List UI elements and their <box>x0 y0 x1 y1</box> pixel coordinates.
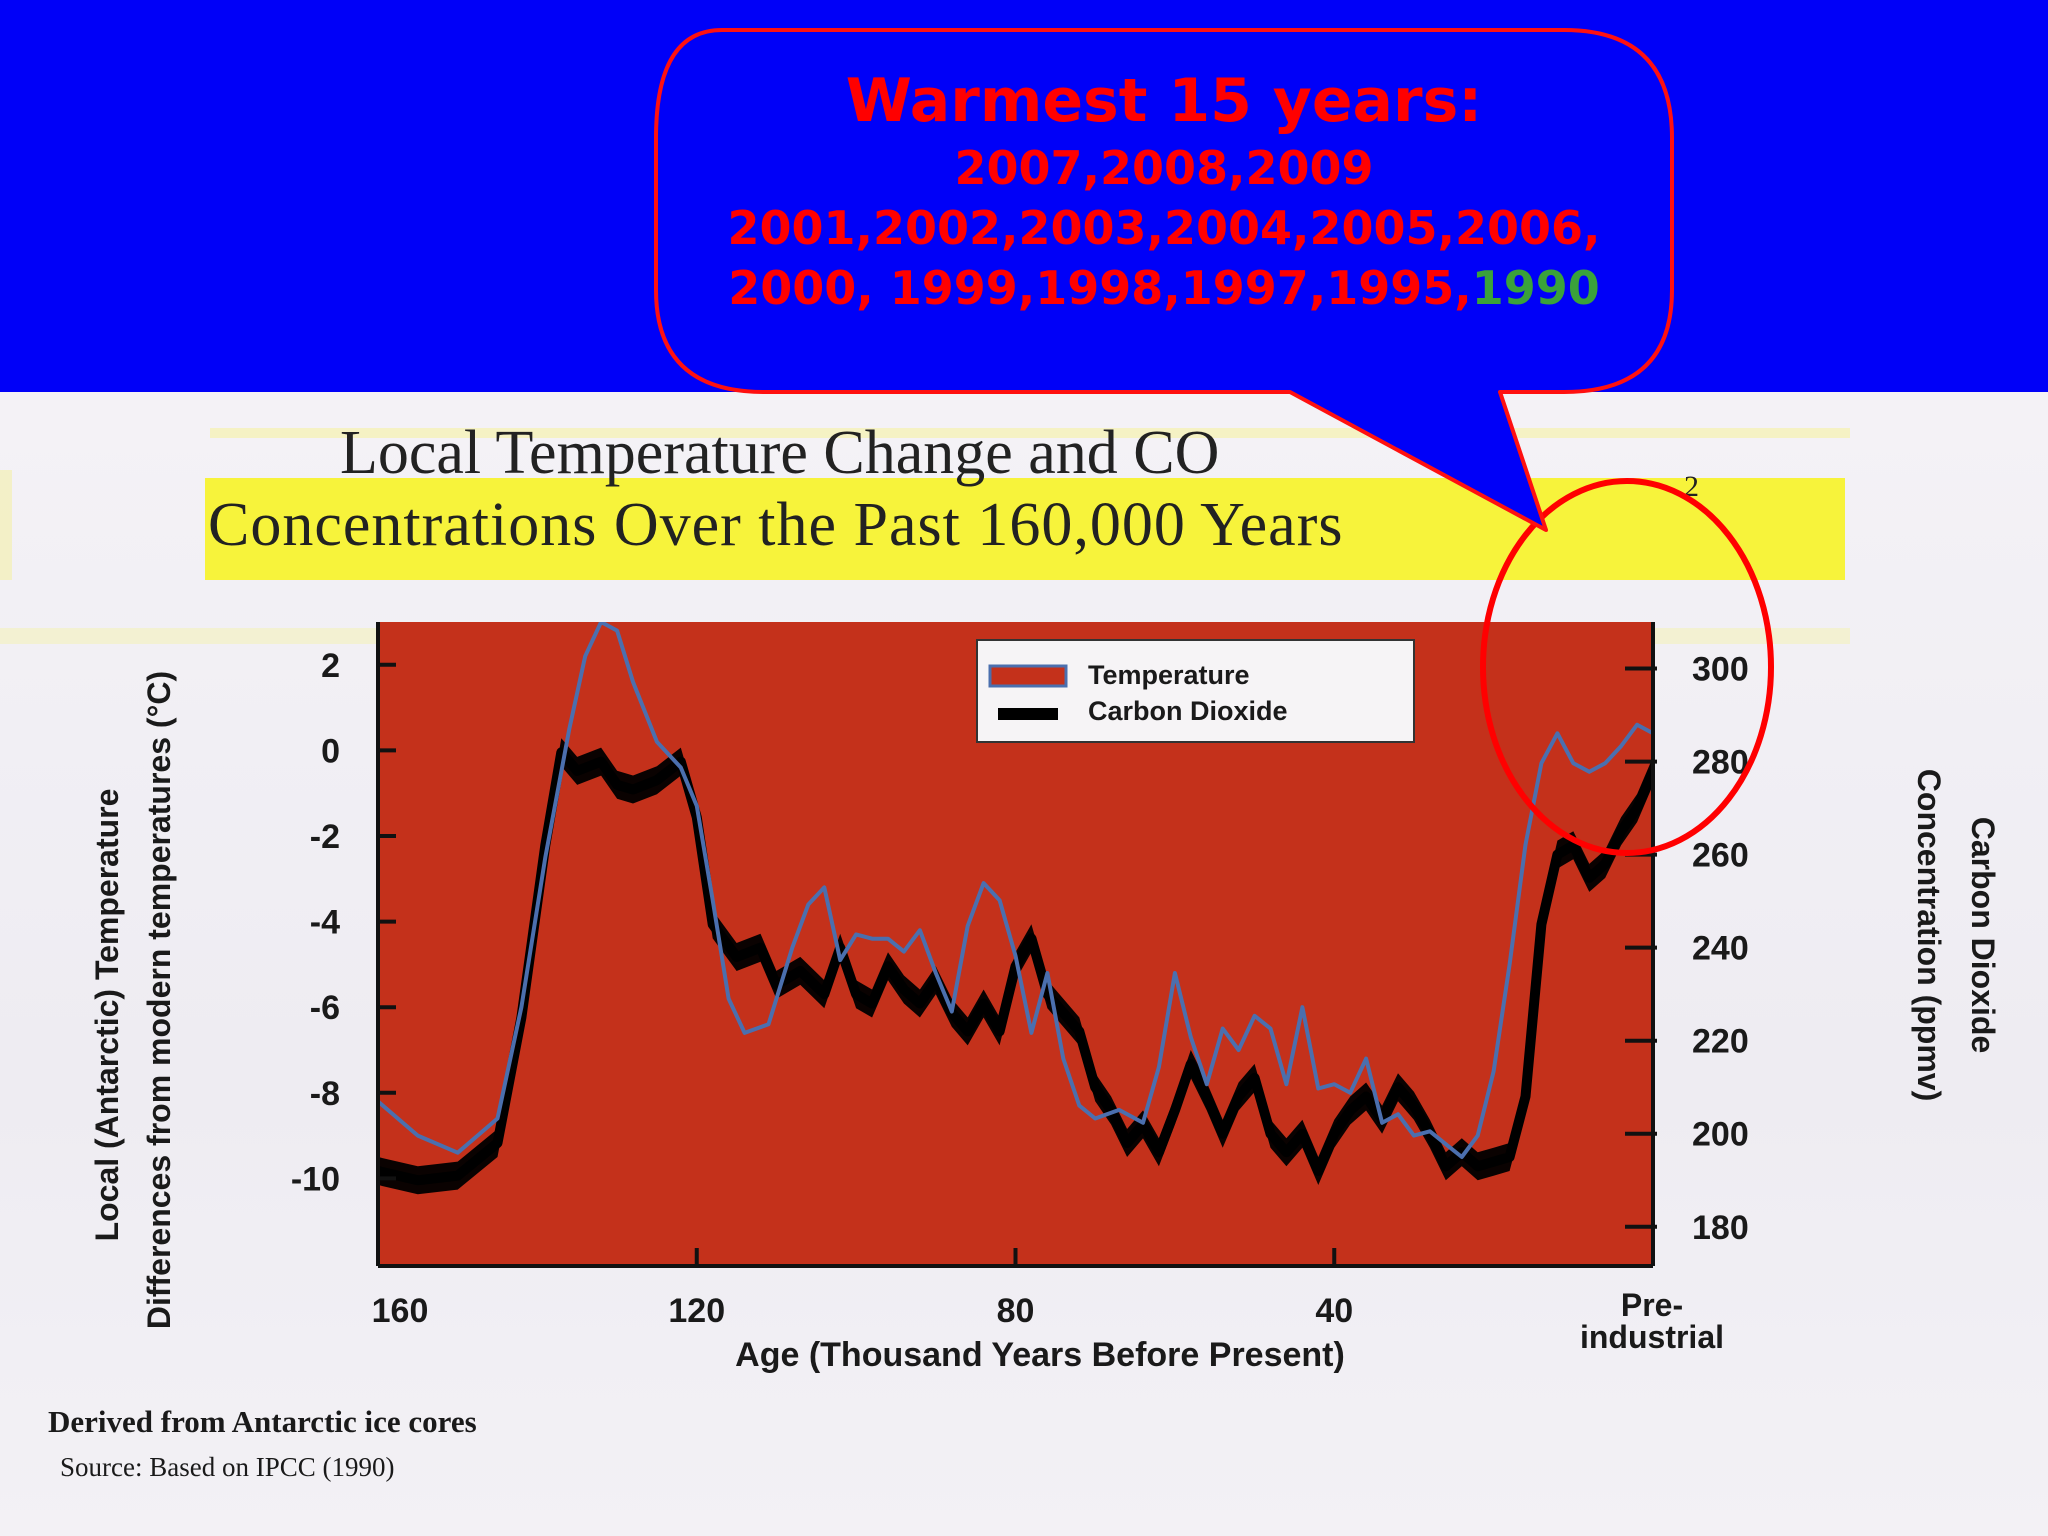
callout-year-highlight: 1990 <box>1471 261 1600 315</box>
y-left-tick-label: 2 <box>321 647 340 685</box>
y-left-label-line-2: Differences from modern temperatures (°C… <box>141 671 177 1329</box>
y-left-tick-label: 0 <box>321 732 340 770</box>
callout-years-line-3: 2000, 1999,1998,1997,1995,1990 <box>668 258 1660 318</box>
callout-text: Warmest 15 years: 2007,2008,2009 2001,20… <box>668 64 1660 318</box>
x-tick-label: industrial <box>1580 1319 1724 1355</box>
y-left-tick-label: -6 <box>310 989 340 1027</box>
callout-years-line-2: 2001,2002,2003,2004,2005,2006, <box>727 201 1601 255</box>
y-right-tick-label: 300 <box>1692 651 1749 689</box>
y-right-label-line-1: Carbon Dioxide <box>1965 817 2001 1053</box>
figure-footnote: Derived from Antarctic ice cores <box>48 1404 477 1439</box>
y-left-tick-label: -10 <box>291 1160 340 1198</box>
y-left-label-line-1: Local (Antarctic) Temperature <box>89 789 125 1242</box>
y-right-tick-label: 200 <box>1692 1116 1749 1154</box>
x-tick-label: 120 <box>668 1292 725 1330</box>
figure-title-line-1: Local Temperature Change and CO <box>340 419 1220 487</box>
y-right-tick-label: 260 <box>1692 837 1749 875</box>
legend-label-carbon-dioxide: Carbon Dioxide <box>1088 696 1288 726</box>
y-right-tick-label: 220 <box>1692 1023 1749 1061</box>
legend-box <box>976 639 1415 743</box>
legend-label-temperature: Temperature <box>1088 660 1250 690</box>
x-tick-label: Pre- <box>1621 1287 1683 1323</box>
y-left-tick-label: -8 <box>310 1075 340 1113</box>
highlight-circle <box>1480 478 1774 856</box>
figure-source: Source: Based on IPCC (1990) <box>60 1452 395 1482</box>
series-temperature-line <box>378 622 1653 1159</box>
x-tick-label: 160 <box>372 1292 429 1330</box>
y-left-tick-label: -4 <box>310 904 340 942</box>
highlighter-stroke <box>0 470 12 580</box>
x-tick-label: 40 <box>1315 1292 1353 1330</box>
y-right-tick-label: 180 <box>1692 1209 1749 1247</box>
callout-heading: Warmest 15 years: <box>845 66 1483 136</box>
legend-swatch-carbon-dioxide <box>998 708 1058 720</box>
y-left-tick-label: -2 <box>310 818 340 856</box>
figure-title-subscript: 2 <box>1684 470 1699 503</box>
x-axis-label: Age (Thousand Years Before Present) <box>735 1336 1345 1374</box>
legend: Temperature Carbon Dioxide <box>976 639 1415 743</box>
y-right-tick-label: 280 <box>1692 744 1749 782</box>
legend-swatch-temperature <box>988 664 1068 688</box>
ticks-layer: 2 0 -2 -4 -6 -8 -10 300 280 260 240 220 200 180 160 120… <box>291 647 1749 1355</box>
highlighter-stroke <box>210 428 1850 438</box>
callout-bubble <box>654 28 1674 532</box>
series-layer <box>378 622 1653 1195</box>
x-tick-label: 80 <box>997 1292 1035 1330</box>
figure-title-line-2: Concentrations Over the Past 160,000 Yea… <box>208 491 1344 559</box>
callout-years-line-1: 2007,2008,2009 <box>954 141 1374 195</box>
callout-years-red: 2000, 1999,1998,1997,1995, <box>728 261 1472 315</box>
y-right-tick-label: 240 <box>1692 930 1749 968</box>
y-right-label-line-2: Concentration (ppmv) <box>1911 769 1947 1101</box>
